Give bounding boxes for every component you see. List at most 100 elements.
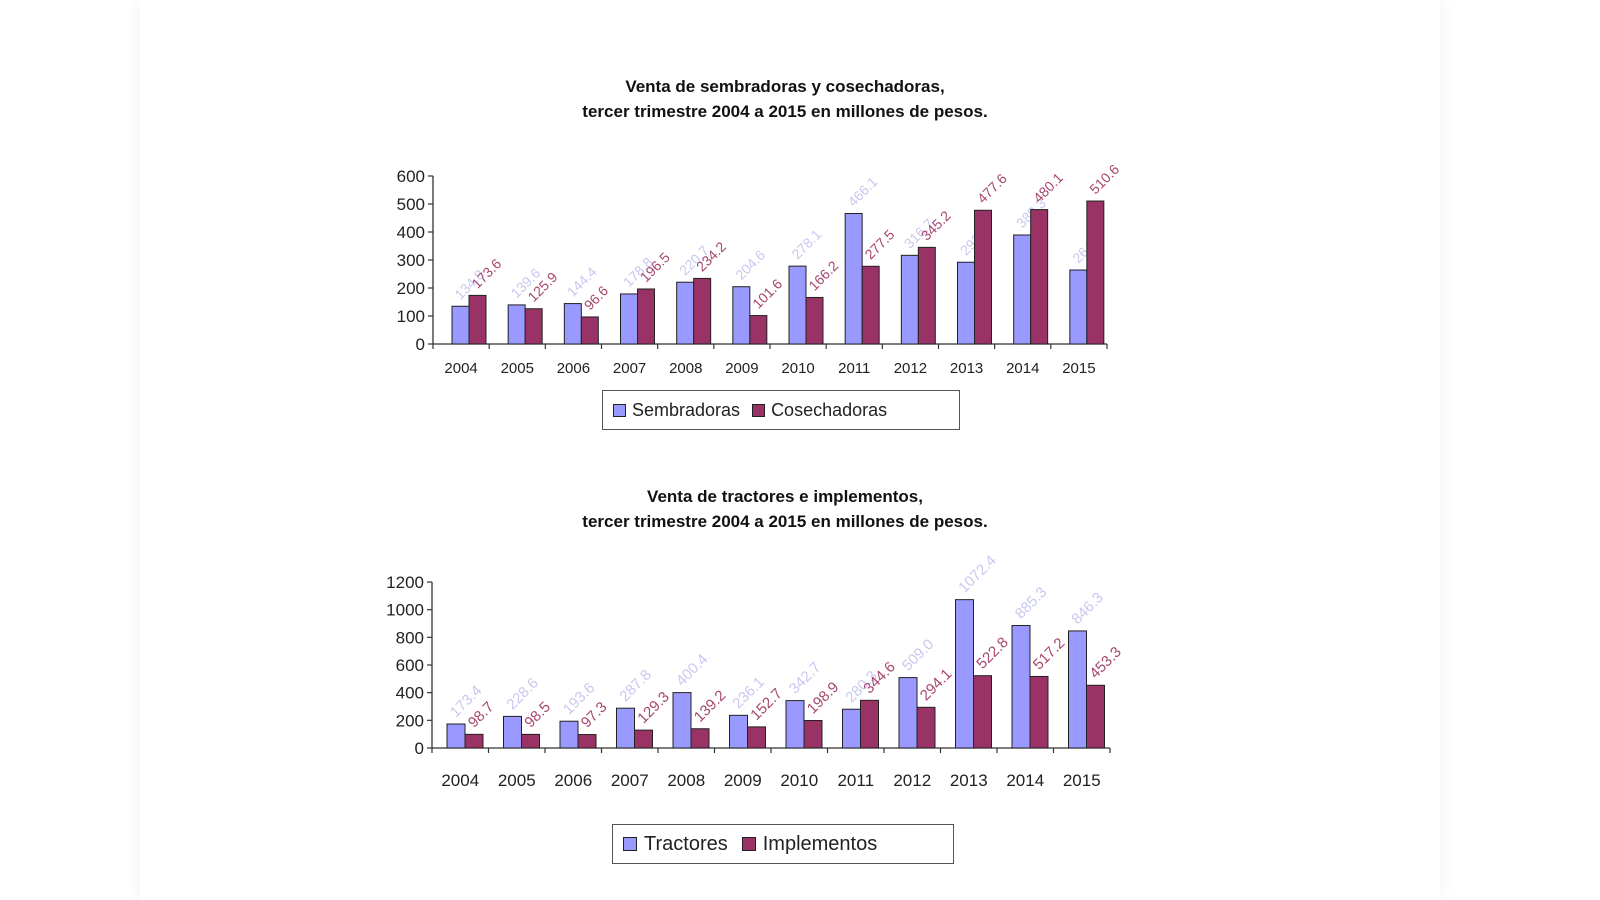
bar-cosechadoras-2012 [917,246,936,345]
bar-cosechadoras-2005 [524,308,543,345]
bar-tractores-2013 [955,599,974,749]
legend2-swatch-implementos [741,837,756,851]
bar-tractores-2007 [616,707,635,749]
chart2-title: Venta de tractores e implementos, tercer… [335,484,1235,534]
data-label-implementos: 98.5 [521,699,554,732]
y-tick-label: 1000 [386,601,424,620]
y-tick-label: 500 [397,195,425,214]
chart2-title-line2: tercer trimestre 2004 a 2015 en millones… [582,512,988,531]
bar-tractores-2012 [898,677,918,749]
data-label-tractores: 400.4 [673,651,712,690]
chart1-legend: Sembradoras Cosechadoras [602,390,960,430]
bar-cosechadoras-2009 [749,315,768,345]
x-tick-label: 2011 [838,360,870,377]
legend2-label-implementos: Implementos [762,832,878,855]
x-tick-label: 2004 [444,360,477,377]
x-tick-label: 2007 [613,360,646,377]
x-tick-label: 2014 [1006,360,1039,377]
bar-implementos-2004 [464,733,484,749]
data-label-tractores: 1072.4 [955,552,999,596]
y-tick-label: 1200 [386,573,424,592]
chart2-title-line1: Venta de tractores e implementos, [647,487,923,506]
y-tick-label: 400 [397,223,425,242]
data-label-tractores: 885.3 [1012,584,1051,623]
legend1-item-sembradoras: Sembradoras [613,400,740,421]
bar-implementos-2007 [634,729,653,749]
chart1-title-line2: tercer trimestre 2004 a 2015 en millones… [582,102,988,121]
legend1-item-cosechadoras: Cosechadoras [752,400,887,421]
legend1-swatch-sembradoras [613,403,626,417]
x-tick-label: 2007 [611,771,649,790]
bar-tractores-2014 [1011,625,1031,749]
x-tick-label: 2011 [837,771,874,790]
x-tick-label: 2014 [1006,771,1044,790]
bar-implementos-2012 [916,706,936,749]
bar-implementos-2006 [577,734,597,749]
bar-implementos-2015 [1086,684,1105,749]
chart1-title-line1: Venta de sembradoras y cosechadoras, [625,77,945,96]
bar-implementos-2011 [860,699,879,749]
y-tick-label: 600 [396,656,424,675]
legend2-item-tractores: Tractores [623,833,728,856]
x-tick-label: 2013 [950,771,988,790]
bar-tractores-2005 [503,715,522,749]
bar-cosechadoras-2010 [805,296,824,345]
y-tick-label: 400 [396,684,424,703]
bar-cosechadoras-2007 [637,288,655,345]
x-tick-label: 2005 [501,360,534,377]
data-label-implementos: 517.2 [1030,635,1069,674]
data-label-implementos: 139.2 [691,687,730,726]
data-label-implementos: 129.3 [634,688,673,727]
bar-implementos-2013 [973,675,992,749]
data-label-implementos: 522.8 [973,634,1012,673]
bar-tractores-2011 [842,708,861,749]
x-tick-label: 2015 [1062,360,1095,377]
x-tick-label: 2009 [724,771,762,790]
data-label-implementos: 453.3 [1086,644,1125,683]
bar-cosechadoras-2011 [861,265,880,345]
x-tick-label: 2012 [893,771,931,790]
bar-tractores-2004 [446,723,466,749]
y-tick-label: 300 [397,251,425,270]
legend1-label-sembradoras: Sembradoras [632,399,741,420]
x-tick-label: 2009 [725,360,758,377]
bar-tractores-2008 [672,692,692,749]
legend1-swatch-cosechadoras [752,403,766,417]
x-tick-label: 2004 [441,771,479,790]
chart1-title: Venta de sembradoras y cosechadoras, ter… [335,74,1235,124]
x-tick-label: 2010 [780,771,818,790]
y-tick-label: 0 [415,739,424,758]
x-tick-label: 2008 [669,360,702,377]
x-tick-label: 2006 [557,360,590,377]
bar-cosechadoras-2004 [468,294,487,345]
data-label-tractores: 846.3 [1068,589,1107,628]
x-tick-label: 2006 [554,771,592,790]
bar-tractores-2006 [559,720,579,749]
bar-cosechadoras-2015 [1086,200,1105,345]
x-tick-label: 2012 [894,360,927,377]
bar-implementos-2010 [803,719,823,749]
legend1-label-cosechadoras: Cosechadoras [771,399,888,420]
bar-tractores-2009 [729,714,748,749]
legend2-swatch-tractores [623,837,637,851]
bar-tractores-2015 [1068,630,1087,749]
bar-implementos-2014 [1029,675,1049,749]
x-tick-label: 2008 [667,771,705,790]
bar-implementos-2005 [521,733,540,749]
data-label-implementos: 294.1 [917,666,956,705]
bar-cosechadoras-2014 [1030,209,1049,345]
y-tick-label: 100 [397,307,425,326]
bar-implementos-2009 [747,726,766,749]
y-tick-label: 600 [397,167,425,186]
chart2-legend: Tractores Implementos [612,824,954,864]
x-tick-label: 2010 [781,360,814,377]
bar-cosechadoras-2006 [580,316,599,345]
bar-tractores-2010 [785,700,805,749]
x-tick-label: 2015 [1063,771,1101,790]
bar-implementos-2008 [690,728,710,749]
page-card [140,0,1440,900]
y-tick-label: 200 [396,711,424,730]
y-tick-label: 200 [397,279,425,298]
